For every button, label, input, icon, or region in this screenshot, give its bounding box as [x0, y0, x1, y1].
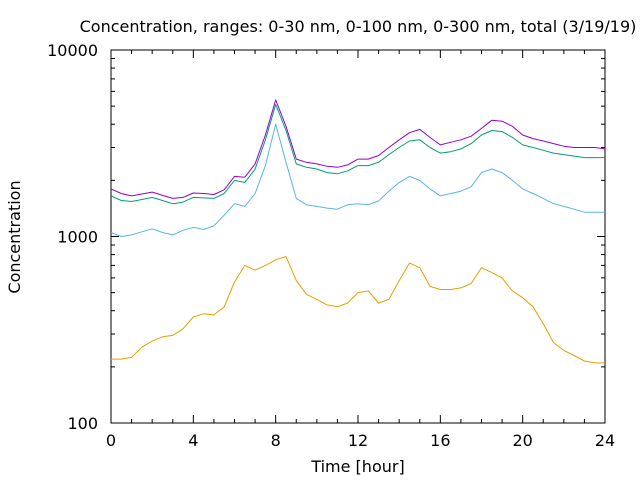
- series-line-2: [110, 123, 605, 237]
- x-tick-label: 12: [348, 431, 368, 450]
- chart-title: Concentration, ranges: 0-30 nm, 0-100 nm…: [80, 17, 637, 36]
- series-line-3: [110, 104, 605, 205]
- x-axis-label: Time [hour]: [310, 457, 404, 476]
- x-tick-label: 0: [106, 431, 116, 450]
- y-tick-label: 10000: [47, 41, 98, 60]
- y-axis-label: Concentration: [5, 180, 24, 293]
- x-tick-label: 4: [188, 431, 198, 450]
- y-tick-label: 100: [67, 414, 98, 433]
- x-tick-label: 20: [512, 431, 532, 450]
- axis-ticks: 0 4 8 12 16 20 24 100 1000 10000: [47, 41, 615, 450]
- x-tick-label: 24: [595, 431, 615, 450]
- series-lines: [110, 99, 606, 364]
- series-line-4: [110, 99, 606, 199]
- x-tick-label: 8: [271, 431, 281, 450]
- y-tick-label: 1000: [57, 228, 98, 247]
- series-line-1: [111, 256, 605, 364]
- x-tick-label: 16: [430, 431, 450, 450]
- plot-frame: [110, 49, 606, 424]
